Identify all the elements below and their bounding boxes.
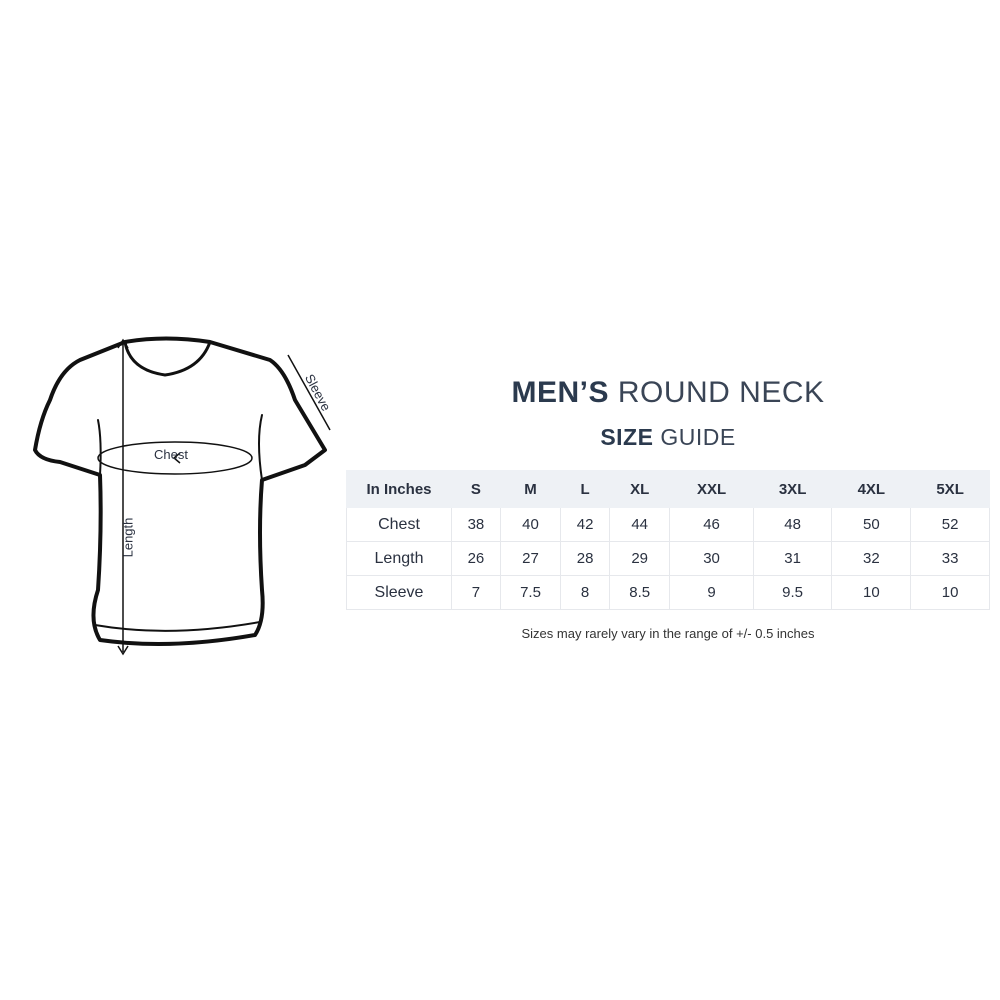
title-bold: MEN’S: [511, 376, 609, 409]
table-cell: 52: [910, 507, 990, 542]
table-row: Chest 38 40 42 44 46 48 50 52: [346, 507, 990, 542]
table-cell: 7.5: [499, 575, 562, 610]
table-cell: 29: [609, 541, 671, 576]
table-cell: 7: [451, 575, 501, 610]
table-header-row: In Inches S M L XL XXL 3XL 4XL 5XL: [346, 470, 990, 508]
page-subtitle: SIZE GUIDE: [346, 424, 990, 451]
header-cell: 5XL: [910, 470, 990, 508]
length-label: Length: [120, 517, 136, 558]
header-cell: L: [560, 470, 611, 508]
table-cell: 33: [910, 541, 990, 576]
row-label: Chest: [346, 507, 452, 542]
chest-measure-line: [97, 441, 253, 475]
table-cell: 10: [831, 575, 912, 610]
row-label: Length: [346, 541, 452, 576]
table-cell: 28: [560, 541, 611, 576]
header-cell: S: [451, 470, 501, 508]
sleeve-measure-line: [287, 354, 331, 431]
table-cell: 9.5: [752, 575, 833, 610]
table-cell: 44: [609, 507, 671, 542]
table-cell: 38: [451, 507, 501, 542]
title-rest: ROUND NECK: [617, 376, 825, 409]
header-cell: In Inches: [346, 470, 452, 508]
table-cell: 48: [752, 507, 833, 542]
table-cell: 42: [560, 507, 611, 542]
subtitle-bold: SIZE: [600, 424, 654, 450]
table-cell: 46: [669, 507, 754, 542]
table-cell: 31: [752, 541, 833, 576]
table-cell: 8: [560, 575, 611, 610]
table-cell: 27: [499, 541, 562, 576]
table-cell: 26: [451, 541, 501, 576]
table-row: Sleeve 7 7.5 8 8.5 9 9.5 10 10: [346, 575, 990, 610]
tshirt-outline-icon: [33, 336, 327, 646]
chest-label: Chest: [154, 447, 188, 462]
table-cell: 8.5: [609, 575, 671, 610]
page-title: MEN’S ROUND NECK: [346, 376, 990, 410]
table-cell: 10: [910, 575, 990, 610]
table-cell: 50: [831, 507, 912, 542]
header-cell: 3XL: [752, 470, 833, 508]
size-note: Sizes may rarely vary in the range of +/…: [521, 626, 815, 641]
table-cell: 40: [499, 507, 562, 542]
header-cell: 4XL: [831, 470, 912, 508]
header-cell: M: [499, 470, 562, 508]
table-row: Length 26 27 28 29 30 31 32 33: [346, 541, 990, 576]
table-cell: 32: [831, 541, 912, 576]
row-label: Sleeve: [346, 575, 452, 610]
header-cell: XL: [609, 470, 671, 508]
tshirt-diagram: [33, 336, 331, 656]
header-cell: XXL: [669, 470, 754, 508]
table-cell: 30: [669, 541, 754, 576]
subtitle-rest: GUIDE: [660, 424, 736, 450]
size-table: In Inches S M L XL XXL 3XL 4XL 5XL Chest…: [346, 470, 990, 610]
table-cell: 9: [669, 575, 754, 610]
